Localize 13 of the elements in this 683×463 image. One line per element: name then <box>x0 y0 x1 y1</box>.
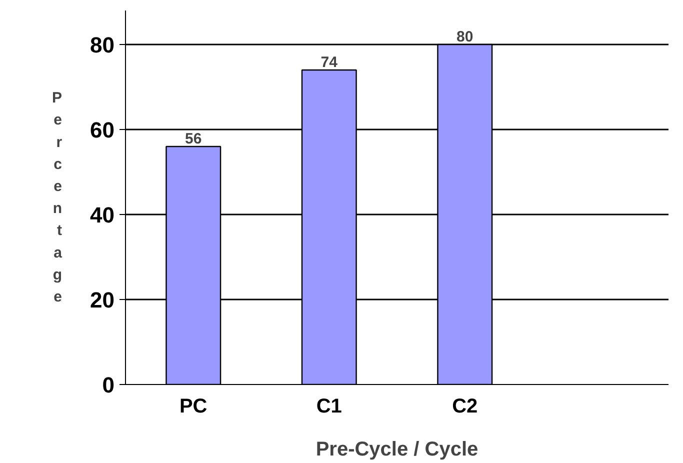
y-tick-label: 40 <box>90 202 115 228</box>
y-tick-label: 0 <box>102 372 115 398</box>
x-axis-title: Pre-Cycle / Cycle <box>316 438 478 460</box>
data-label: 74 <box>320 54 338 71</box>
data-label: 56 <box>185 130 202 148</box>
y-tick-label: 60 <box>90 118 115 142</box>
y-tick-label: 20 <box>90 288 115 312</box>
y-tick-label: 80 <box>90 32 115 58</box>
data-label: 80 <box>456 28 474 46</box>
x-tick-label: PC <box>179 396 208 418</box>
text: Percentage <box>52 90 62 306</box>
x-tick-label: C1 <box>316 396 342 418</box>
x-tick-label: C2 <box>452 396 478 418</box>
